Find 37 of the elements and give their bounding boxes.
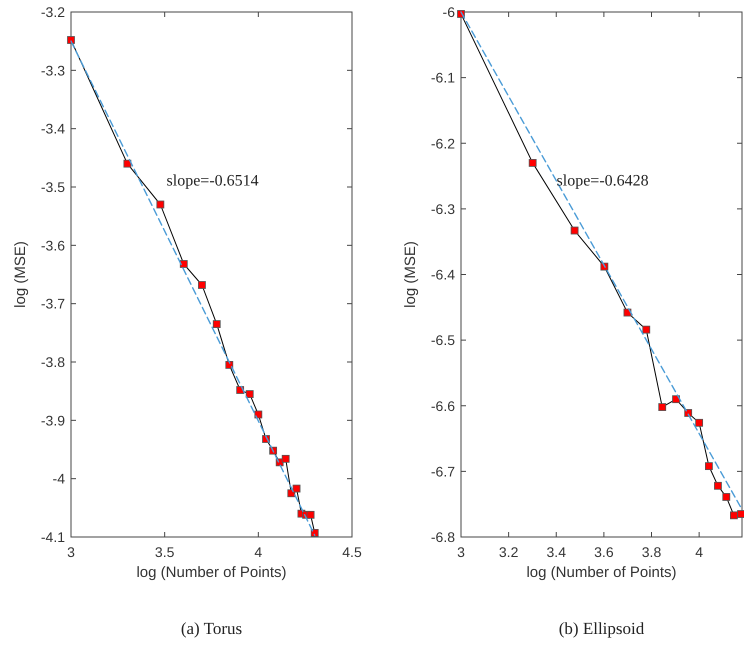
y-tick-label: -6: [442, 4, 456, 20]
y-tick-label: -6.8: [430, 529, 456, 545]
text: (b) Ellipsoid: [558, 619, 645, 638]
y-tick-label: -4: [52, 470, 66, 487]
y-tick-label: -3.7: [40, 296, 66, 312]
y-tick-label: -3.4: [40, 120, 66, 137]
x-tick-label: 4.5: [342, 544, 362, 560]
y-tick-label: -3.5: [40, 179, 66, 195]
y-tick-label: -3.3: [40, 62, 66, 78]
y-tick-label: -6.5: [430, 332, 456, 348]
x-tick-label: 3.2: [498, 544, 519, 560]
y-tick-label: -6.3: [430, 200, 456, 217]
y-tick-label: -6.1: [430, 70, 456, 86]
y-tick-label: -6.6: [430, 398, 456, 414]
x-tick-label: 3: [457, 544, 466, 560]
annotation: slope=-0.6514: [166, 172, 259, 190]
x-tick-label: 3.5: [154, 544, 175, 560]
x-tick-label: 3: [67, 544, 76, 560]
x-tick-label: 3.6: [594, 544, 614, 560]
y-tick-label: -4.1: [40, 529, 66, 545]
x-tick-label: 3.8: [642, 544, 662, 560]
y-tick-label: -6.4: [430, 266, 456, 282]
x-axis-title: log (Number of Points): [526, 564, 677, 581]
annotation: slope=-0.6428: [556, 172, 649, 190]
y-tick-label: -3.6: [40, 237, 66, 254]
x-tick-label: 4: [254, 544, 262, 560]
y-axis-title: log (MSE): [402, 241, 419, 308]
x-tick-label: 3.4: [546, 544, 566, 560]
x-axis-title: log (Number of Points): [136, 564, 287, 581]
y-axis-title: log (MSE): [12, 241, 29, 308]
y-tick-label: -3.9: [40, 412, 66, 428]
y-tick-label: -6.2: [430, 135, 456, 152]
text: (a) Torus: [180, 619, 242, 638]
y-tick-label: -3.8: [40, 354, 66, 370]
x-tick-label: 4: [695, 544, 704, 560]
y-tick-label: -3.2: [40, 4, 66, 20]
y-tick-label: -6.7: [430, 463, 456, 480]
